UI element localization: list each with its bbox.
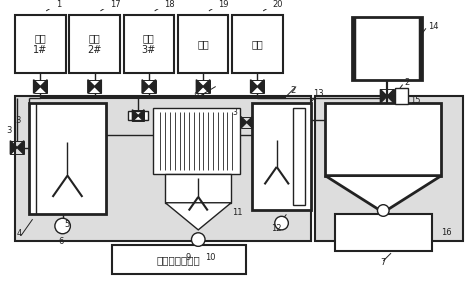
Bar: [325, 103, 441, 176]
Polygon shape: [88, 80, 95, 93]
Text: 6: 6: [58, 237, 64, 246]
Polygon shape: [138, 110, 144, 121]
Text: 9: 9: [186, 253, 191, 262]
Bar: [316, 96, 463, 242]
Bar: [178, 15, 228, 73]
Bar: [395, 88, 409, 104]
Text: 2: 2: [290, 86, 295, 95]
Bar: [15, 15, 65, 73]
Text: 20: 20: [273, 0, 283, 9]
Polygon shape: [257, 80, 264, 93]
Text: 17: 17: [110, 0, 121, 9]
Polygon shape: [10, 141, 17, 154]
Polygon shape: [241, 117, 246, 128]
Bar: [352, 17, 422, 80]
Text: 纯水: 纯水: [197, 39, 209, 49]
Text: 4: 4: [17, 229, 22, 238]
Polygon shape: [325, 176, 441, 213]
Text: 3: 3: [7, 126, 12, 134]
Bar: [165, 174, 231, 203]
Bar: [128, 111, 148, 120]
Polygon shape: [95, 80, 101, 93]
Text: 14: 14: [428, 22, 438, 31]
Bar: [253, 103, 310, 210]
Text: 3: 3: [15, 116, 20, 125]
Polygon shape: [149, 80, 155, 93]
Circle shape: [275, 216, 288, 230]
Text: 15: 15: [410, 96, 421, 105]
Circle shape: [377, 205, 389, 216]
Text: 试剂
2#: 试剂 2#: [87, 33, 102, 55]
Polygon shape: [196, 80, 203, 93]
Bar: [112, 245, 246, 274]
Polygon shape: [132, 110, 138, 121]
Polygon shape: [203, 80, 210, 93]
Polygon shape: [34, 80, 40, 93]
Bar: [153, 108, 240, 174]
Text: 18: 18: [164, 0, 175, 9]
Bar: [124, 15, 174, 73]
Polygon shape: [165, 203, 231, 230]
Text: 试剂
1#: 试剂 1#: [33, 33, 47, 55]
Polygon shape: [17, 141, 24, 154]
Text: 8: 8: [193, 92, 199, 101]
Bar: [293, 108, 305, 205]
Bar: [29, 103, 106, 214]
Text: 集成控制处理器: 集成控制处理器: [157, 255, 201, 265]
Text: 试剂
3#: 试剂 3#: [142, 33, 156, 55]
Polygon shape: [380, 89, 387, 103]
Polygon shape: [387, 89, 394, 103]
Text: 石墨: 石墨: [252, 39, 263, 49]
Text: 11: 11: [232, 208, 242, 217]
Polygon shape: [142, 80, 149, 93]
Text: 16: 16: [441, 228, 452, 237]
Bar: [69, 15, 120, 73]
Polygon shape: [246, 117, 253, 128]
Circle shape: [191, 233, 205, 246]
Text: 10: 10: [205, 253, 215, 262]
Text: 1: 1: [56, 0, 61, 9]
Polygon shape: [40, 80, 47, 93]
Text: 7: 7: [381, 258, 386, 267]
Text: 5: 5: [65, 219, 70, 229]
Text: 3: 3: [233, 108, 237, 117]
Text: 13: 13: [313, 89, 324, 98]
Bar: [335, 214, 432, 251]
Bar: [232, 15, 283, 73]
Text: 2: 2: [405, 78, 410, 87]
Circle shape: [55, 218, 70, 234]
Polygon shape: [251, 80, 257, 93]
Text: 19: 19: [219, 0, 229, 9]
Bar: [15, 96, 310, 242]
Text: 12: 12: [272, 224, 282, 233]
